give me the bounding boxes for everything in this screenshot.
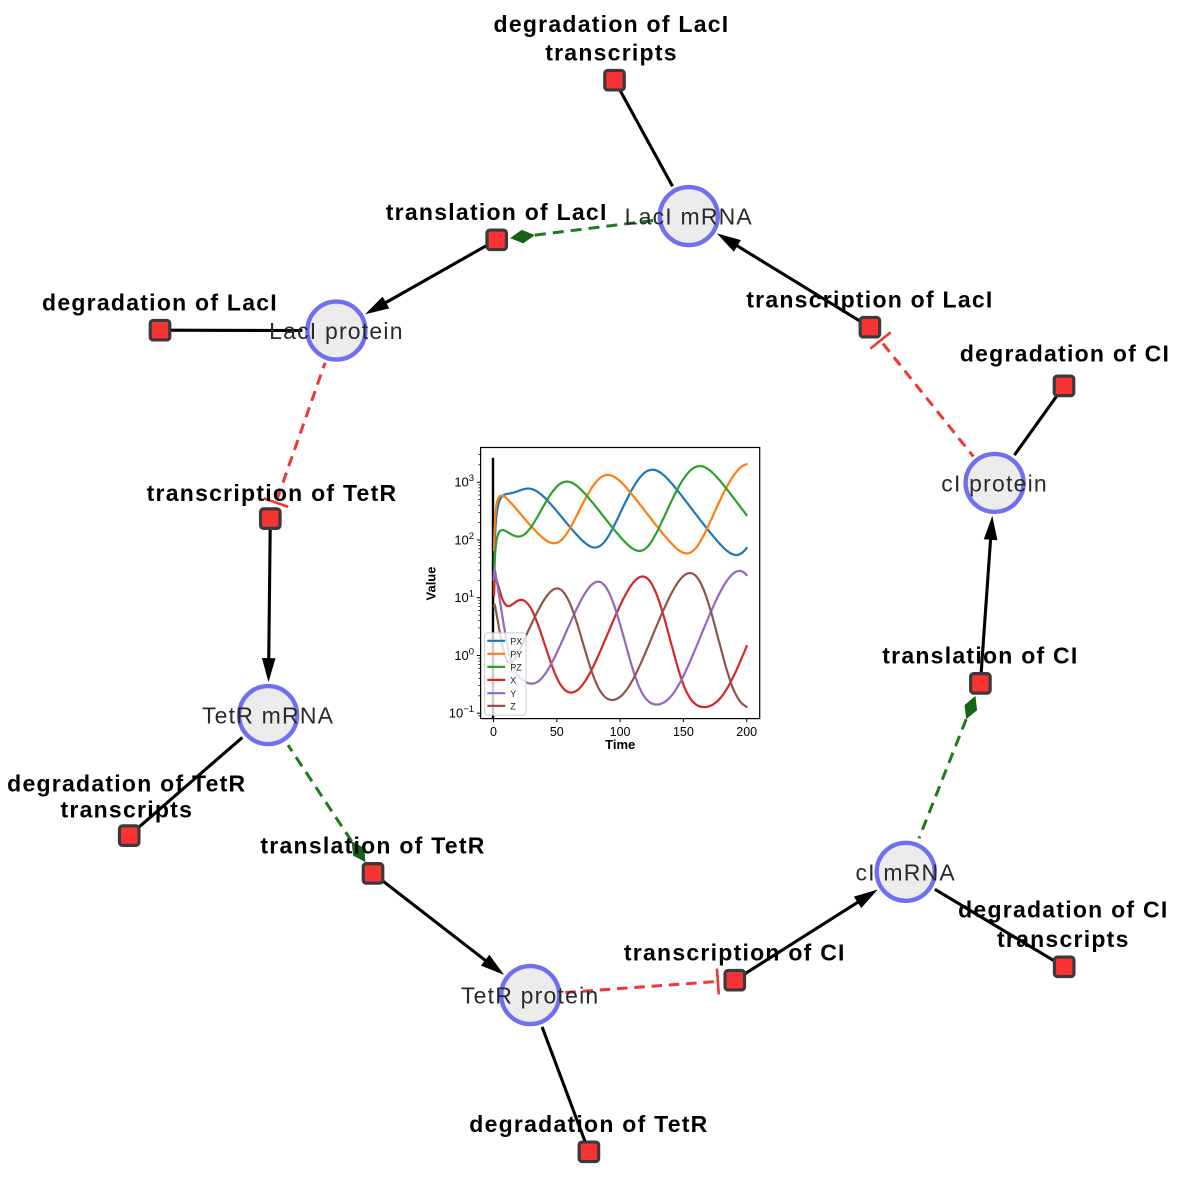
svg-text:LacI mRNA: LacI mRNA bbox=[625, 204, 753, 230]
svg-text:translation of CI: translation of CI bbox=[882, 643, 1078, 669]
svg-text:translation of LacI: translation of LacI bbox=[386, 199, 608, 225]
svg-text:PY: PY bbox=[510, 649, 522, 659]
svg-text:PX: PX bbox=[510, 636, 522, 646]
svg-text:transcription of CI: transcription of CI bbox=[624, 939, 846, 965]
svg-text:100: 100 bbox=[454, 647, 474, 664]
svg-text:transcripts: transcripts bbox=[545, 40, 678, 66]
svg-text:degradation of LacI: degradation of LacI bbox=[494, 11, 730, 37]
svg-text:transcription of LacI: transcription of LacI bbox=[746, 286, 993, 312]
svg-text:TetR protein: TetR protein bbox=[461, 983, 599, 1009]
svg-text:101: 101 bbox=[454, 589, 474, 606]
svg-text:150: 150 bbox=[673, 725, 694, 739]
svg-text:Value: Value bbox=[424, 567, 439, 601]
svg-text:Y: Y bbox=[510, 689, 516, 699]
svg-text:transcripts: transcripts bbox=[997, 926, 1130, 952]
svg-text:Z: Z bbox=[510, 702, 516, 712]
svg-text:degradation of TetR: degradation of TetR bbox=[469, 1111, 708, 1137]
svg-text:degradation of LacI: degradation of LacI bbox=[42, 289, 278, 315]
svg-text:cI protein: cI protein bbox=[941, 470, 1048, 496]
svg-text:cI mRNA: cI mRNA bbox=[855, 859, 955, 885]
svg-text:degradation of CI: degradation of CI bbox=[960, 341, 1170, 367]
svg-text:50: 50 bbox=[550, 725, 564, 739]
svg-text:100: 100 bbox=[610, 725, 631, 739]
svg-text:102: 102 bbox=[454, 531, 474, 548]
svg-text:degradation of TetR: degradation of TetR bbox=[7, 771, 246, 797]
svg-text:LacI protein: LacI protein bbox=[269, 318, 404, 344]
svg-text:transcription of TetR: transcription of TetR bbox=[147, 480, 398, 506]
svg-text:transcripts: transcripts bbox=[60, 796, 193, 822]
svg-text:X: X bbox=[510, 676, 516, 686]
svg-text:200: 200 bbox=[736, 725, 757, 739]
svg-text:0: 0 bbox=[490, 725, 497, 739]
svg-text:Time: Time bbox=[605, 737, 635, 752]
svg-text:PZ: PZ bbox=[510, 663, 522, 673]
svg-text:TetR mRNA: TetR mRNA bbox=[202, 703, 334, 729]
svg-text:103: 103 bbox=[454, 473, 474, 490]
svg-text:translation of TetR: translation of TetR bbox=[260, 833, 485, 859]
svg-text:degradation of CI: degradation of CI bbox=[958, 896, 1168, 922]
svg-text:10−1: 10−1 bbox=[449, 704, 474, 721]
